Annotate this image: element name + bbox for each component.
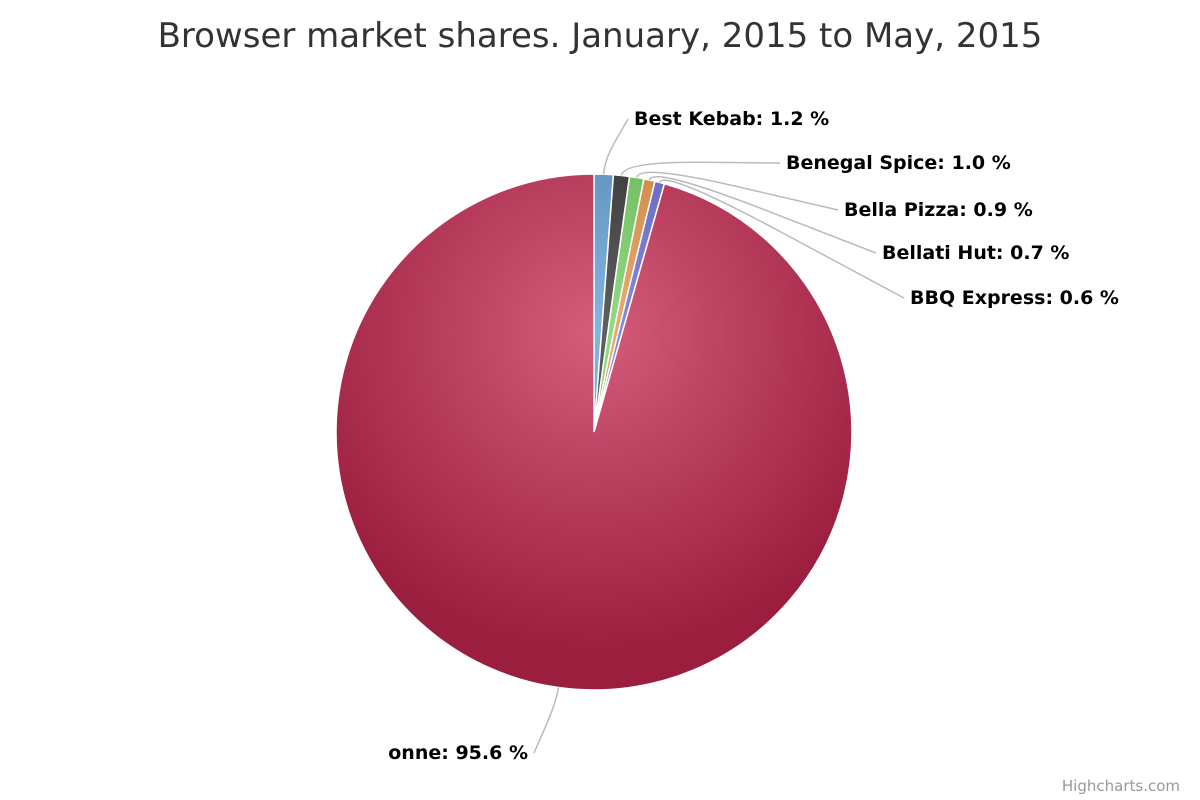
- pie-slice-onne[interactable]: [335, 173, 853, 691]
- chart-title: Browser market shares. January, 2015 to …: [158, 16, 1043, 56]
- data-label-onne: onne: 95.6 %: [388, 742, 528, 764]
- pie-slices: [335, 173, 853, 691]
- data-label-bella-pizza: Bella Pizza: 0.9 %: [844, 199, 1033, 221]
- data-label-bbq-express: BBQ Express: 0.6 %: [910, 287, 1119, 309]
- credits-link[interactable]: Highcharts.com: [1062, 777, 1180, 795]
- data-labels: Best Kebab: 1.2 % Benegal Spice: 1.0 % Bel…: [388, 108, 1119, 764]
- data-label-bellati-hut: Bellati Hut: 0.7 %: [882, 242, 1069, 264]
- connector-bella-pizza: [636, 171, 839, 211]
- connector-best-kebab: [602, 118, 629, 175]
- label-connectors: [533, 118, 905, 754]
- connector-benegal-spice: [620, 161, 781, 176]
- data-label-best-kebab: Best Kebab: 1.2 %: [634, 108, 829, 130]
- data-label-benegal-spice: Benegal Spice: 1.0 %: [786, 152, 1011, 174]
- connector-bbq-express: [659, 179, 905, 299]
- connector-onne: [533, 687, 560, 754]
- connector-bellati-hut: [648, 176, 877, 254]
